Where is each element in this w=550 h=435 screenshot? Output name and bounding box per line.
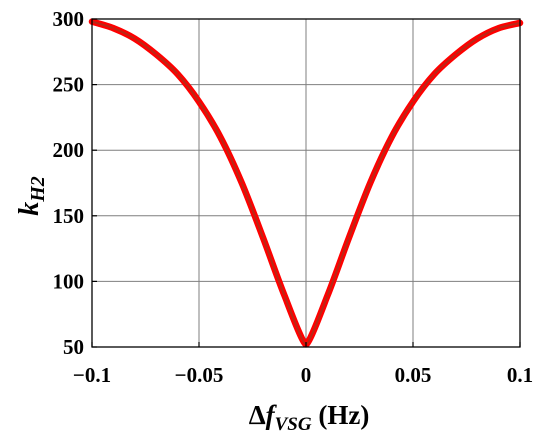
x-axis-title: ΔfVSG (Hz) (249, 400, 370, 435)
y-axis-title-sub: H2 (27, 176, 49, 203)
y-axis-title-var: k (14, 202, 45, 216)
x-axis-title-sub: VSG (275, 414, 312, 435)
data-point (348, 237, 350, 239)
data-point (176, 73, 179, 75)
data-point (326, 295, 329, 297)
y-tick-label: 200 (53, 138, 85, 162)
x-tick-label: 0.05 (395, 363, 432, 387)
data-point (412, 100, 414, 103)
data-point (112, 27, 115, 29)
y-tick-label: 250 (53, 73, 85, 97)
data-point (283, 295, 286, 297)
y-tick-label: 100 (53, 269, 85, 293)
data-point (262, 237, 265, 239)
y-tick-label: 150 (53, 204, 85, 228)
data-point (390, 136, 393, 138)
y-axis-title: kH2 (14, 176, 49, 216)
x-tick-label: 0.1 (507, 363, 533, 387)
data-point (369, 182, 372, 184)
data-point (241, 182, 243, 184)
ticks (91, 18, 521, 348)
data-point (134, 37, 136, 40)
y-tick-labels: 50 100 150 200 250 300 (53, 7, 85, 359)
grid (92, 19, 520, 347)
x-tick-label: 0 (301, 363, 312, 387)
data-point (198, 100, 200, 103)
data-point (476, 37, 479, 40)
data-point (219, 136, 222, 138)
x-tick-label: −0.05 (175, 363, 224, 387)
data-point (155, 53, 157, 56)
x-axis-title-unit: (Hz) (312, 400, 370, 430)
x-tick-label: −0.1 (73, 363, 111, 387)
data-point (497, 27, 500, 29)
data-point (433, 73, 436, 75)
y-tick-label: 300 (53, 7, 85, 31)
x-tick-labels: −0.1 −0.05 0 0.05 0.1 (73, 363, 533, 387)
data-point (455, 53, 457, 56)
y-tick-label: 50 (63, 335, 84, 359)
x-axis-title-prefix: Δ (249, 400, 266, 430)
